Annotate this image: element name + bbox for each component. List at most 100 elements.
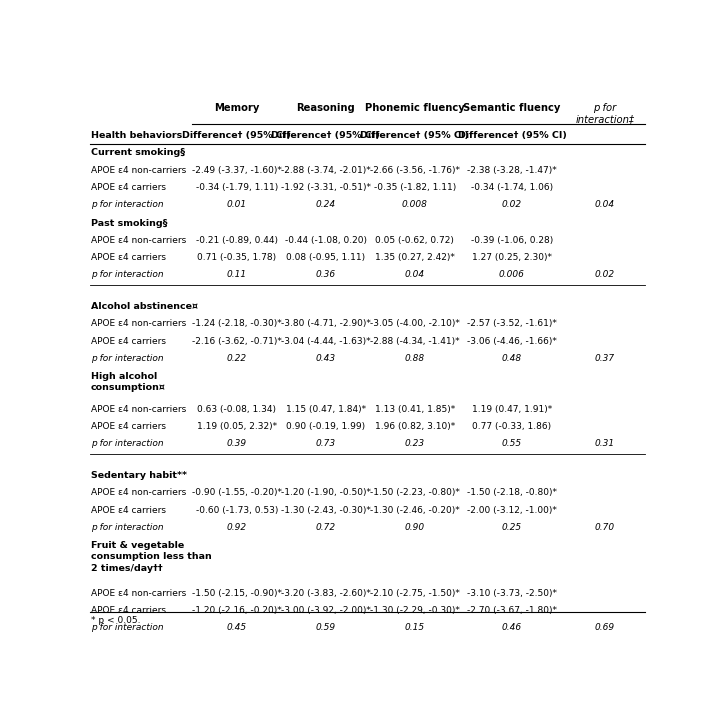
Text: 0.90 (-0.19, 1.99): 0.90 (-0.19, 1.99) — [286, 422, 366, 431]
Text: 1.13 (0.41, 1.85)*: 1.13 (0.41, 1.85)* — [374, 405, 455, 413]
Text: 0.46: 0.46 — [502, 623, 522, 632]
Text: 0.70: 0.70 — [595, 523, 615, 532]
Text: 1.19 (0.05, 2.32)*: 1.19 (0.05, 2.32)* — [196, 422, 277, 431]
Text: * p < 0.05.: * p < 0.05. — [91, 616, 141, 625]
Text: -2.57 (-3.52, -1.61)*: -2.57 (-3.52, -1.61)* — [467, 320, 557, 328]
Text: -1.24 (-2.18, -0.30)*: -1.24 (-2.18, -0.30)* — [192, 320, 282, 328]
Text: 0.37: 0.37 — [595, 354, 615, 363]
Text: Sedentary habit**: Sedentary habit** — [91, 472, 186, 480]
Text: -0.21 (-0.89, 0.44): -0.21 (-0.89, 0.44) — [196, 235, 278, 245]
Text: High alcohol
consumption¤: High alcohol consumption¤ — [91, 372, 166, 392]
Text: Past smoking§: Past smoking§ — [91, 218, 167, 228]
Text: 0.55: 0.55 — [502, 439, 522, 448]
Text: Semantic fluency: Semantic fluency — [463, 103, 561, 113]
Text: 0.24: 0.24 — [315, 200, 336, 209]
Text: APOE ε4 non-carriers: APOE ε4 non-carriers — [91, 488, 186, 498]
Text: -3.06 (-4.46, -1.66)*: -3.06 (-4.46, -1.66)* — [467, 337, 557, 346]
Text: -0.44 (-1.08, 0.20): -0.44 (-1.08, 0.20) — [285, 235, 367, 245]
Text: -1.20 (-2.16, -0.20)*: -1.20 (-2.16, -0.20)* — [192, 606, 282, 615]
Text: 1.96 (0.82, 3.10)*: 1.96 (0.82, 3.10)* — [374, 422, 455, 431]
Text: 1.35 (0.27, 2.42)*: 1.35 (0.27, 2.42)* — [375, 253, 455, 262]
Text: APOE ε4 non-carriers: APOE ε4 non-carriers — [91, 589, 186, 598]
Text: -1.50 (-2.15, -0.90)*: -1.50 (-2.15, -0.90)* — [192, 589, 282, 598]
Text: 0.31: 0.31 — [595, 439, 615, 448]
Text: -1.30 (-2.46, -0.20)*: -1.30 (-2.46, -0.20)* — [370, 505, 460, 515]
Text: Difference† (95% CI): Difference† (95% CI) — [360, 131, 469, 140]
Text: 0.11: 0.11 — [227, 270, 247, 279]
Text: 0.63 (-0.08, 1.34): 0.63 (-0.08, 1.34) — [197, 405, 276, 413]
Text: Alcohol abstinence¤: Alcohol abstinence¤ — [91, 302, 198, 311]
Text: 0.23: 0.23 — [404, 439, 424, 448]
Text: -3.20 (-3.83, -2.60)*: -3.20 (-3.83, -2.60)* — [281, 589, 371, 598]
Text: 0.02: 0.02 — [502, 200, 522, 209]
Text: 0.45: 0.45 — [227, 623, 247, 632]
Text: 0.48: 0.48 — [502, 354, 522, 363]
Text: -0.60 (-1.73, 0.53): -0.60 (-1.73, 0.53) — [196, 505, 278, 515]
Text: -2.10 (-2.75, -1.50)*: -2.10 (-2.75, -1.50)* — [370, 589, 460, 598]
Text: Difference† (95% CI): Difference† (95% CI) — [182, 131, 291, 140]
Text: 0.25: 0.25 — [502, 523, 522, 532]
Text: -0.35 (-1.82, 1.11): -0.35 (-1.82, 1.11) — [374, 183, 456, 192]
Text: APOE ε4 carriers: APOE ε4 carriers — [91, 337, 166, 346]
Text: 0.04: 0.04 — [595, 200, 615, 209]
Text: -3.80 (-4.71, -2.90)*: -3.80 (-4.71, -2.90)* — [281, 320, 371, 328]
Text: 0.15: 0.15 — [404, 623, 424, 632]
Text: -0.39 (-1.06, 0.28): -0.39 (-1.06, 0.28) — [471, 235, 553, 245]
Text: 0.04: 0.04 — [404, 270, 424, 279]
Text: -1.30 (-2.43, -0.30)*: -1.30 (-2.43, -0.30)* — [281, 505, 371, 515]
Text: -2.49 (-3.37, -1.60)*: -2.49 (-3.37, -1.60)* — [192, 166, 282, 175]
Text: APOE ε4 non-carriers: APOE ε4 non-carriers — [91, 405, 186, 413]
Text: APOE ε4 non-carriers: APOE ε4 non-carriers — [91, 320, 186, 328]
Text: 0.69: 0.69 — [595, 623, 615, 632]
Text: APOE ε4 non-carriers: APOE ε4 non-carriers — [91, 166, 186, 175]
Text: 0.71 (-0.35, 1.78): 0.71 (-0.35, 1.78) — [197, 253, 277, 262]
Text: Reasoning: Reasoning — [296, 103, 355, 113]
Text: -3.10 (-3.73, -2.50)*: -3.10 (-3.73, -2.50)* — [467, 589, 557, 598]
Text: 0.59: 0.59 — [315, 623, 336, 632]
Text: 0.36: 0.36 — [315, 270, 336, 279]
Text: Difference† (95% CI): Difference† (95% CI) — [271, 131, 380, 140]
Text: p for interaction: p for interaction — [91, 523, 163, 532]
Text: Memory: Memory — [214, 103, 260, 113]
Text: 0.01: 0.01 — [227, 200, 247, 209]
Text: -3.00 (-3.92, -2.00)*: -3.00 (-3.92, -2.00)* — [281, 606, 371, 615]
Text: 0.39: 0.39 — [227, 439, 247, 448]
Text: 0.92: 0.92 — [227, 523, 247, 532]
Text: APOE ε4 carriers: APOE ε4 carriers — [91, 505, 166, 515]
Text: -2.66 (-3.56, -1.76)*: -2.66 (-3.56, -1.76)* — [370, 166, 460, 175]
Text: 1.19 (0.47, 1.91)*: 1.19 (0.47, 1.91)* — [472, 405, 552, 413]
Text: 0.006: 0.006 — [499, 270, 525, 279]
Text: -1.30 (-2.29, -0.30)*: -1.30 (-2.29, -0.30)* — [370, 606, 460, 615]
Text: p for
interaction‡: p for interaction‡ — [576, 103, 635, 125]
Text: p for interaction: p for interaction — [91, 354, 163, 363]
Text: p for interaction: p for interaction — [91, 200, 163, 209]
Text: -2.88 (-3.74, -2.01)*: -2.88 (-3.74, -2.01)* — [281, 166, 371, 175]
Text: 0.73: 0.73 — [315, 439, 336, 448]
Text: -3.04 (-4.44, -1.63)*: -3.04 (-4.44, -1.63)* — [281, 337, 371, 346]
Text: -1.20 (-1.90, -0.50)*: -1.20 (-1.90, -0.50)* — [281, 488, 371, 498]
Text: 0.008: 0.008 — [402, 200, 427, 209]
Text: -3.05 (-4.00, -2.10)*: -3.05 (-4.00, -2.10)* — [370, 320, 460, 328]
Text: 1.15 (0.47, 1.84)*: 1.15 (0.47, 1.84)* — [285, 405, 366, 413]
Text: -2.00 (-3.12, -1.00)*: -2.00 (-3.12, -1.00)* — [467, 505, 557, 515]
Text: -1.50 (-2.23, -0.80)*: -1.50 (-2.23, -0.80)* — [370, 488, 460, 498]
Text: 0.08 (-0.95, 1.11): 0.08 (-0.95, 1.11) — [286, 253, 366, 262]
Text: Fruit & vegetable
consumption less than
2 times/day††: Fruit & vegetable consumption less than … — [91, 541, 212, 572]
Text: -1.50 (-2.18, -0.80)*: -1.50 (-2.18, -0.80)* — [467, 488, 557, 498]
Text: APOE ε4 carriers: APOE ε4 carriers — [91, 253, 166, 262]
Text: Health behaviors: Health behaviors — [91, 131, 182, 140]
Text: 0.88: 0.88 — [404, 354, 424, 363]
Text: APOE ε4 carriers: APOE ε4 carriers — [91, 422, 166, 431]
Text: -0.34 (-1.74, 1.06): -0.34 (-1.74, 1.06) — [471, 183, 553, 192]
Text: APOE ε4 carriers: APOE ε4 carriers — [91, 183, 166, 192]
Text: 0.02: 0.02 — [595, 270, 615, 279]
Text: 0.90: 0.90 — [404, 523, 424, 532]
Text: p for interaction: p for interaction — [91, 439, 163, 448]
Text: 1.27 (0.25, 2.30)*: 1.27 (0.25, 2.30)* — [472, 253, 552, 262]
Text: -1.92 (-3.31, -0.51)*: -1.92 (-3.31, -0.51)* — [281, 183, 371, 192]
Text: APOE ε4 carriers: APOE ε4 carriers — [91, 606, 166, 615]
Text: 0.72: 0.72 — [315, 523, 336, 532]
Text: -2.16 (-3.62, -0.71)*: -2.16 (-3.62, -0.71)* — [192, 337, 282, 346]
Text: -2.88 (-4.34, -1.41)*: -2.88 (-4.34, -1.41)* — [370, 337, 460, 346]
Text: p for interaction: p for interaction — [91, 623, 163, 632]
